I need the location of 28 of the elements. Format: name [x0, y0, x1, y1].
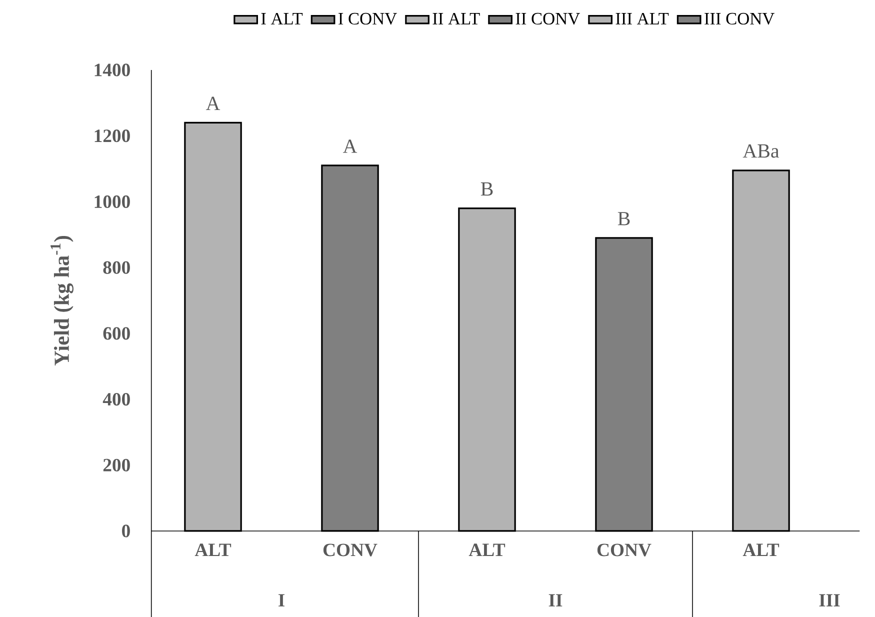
- data-label: ABa: [742, 144, 780, 158]
- x-tick-label: CONV: [323, 544, 378, 556]
- x-tick-label: ALT: [742, 544, 780, 556]
- y-tick-label: 200: [103, 458, 130, 472]
- data-label: B: [618, 212, 630, 226]
- x-tick-label: ALT: [194, 544, 232, 556]
- y-axis-title: Yield (kg ha$^{-1}$): [50, 236, 74, 366]
- x-tick-label: ALT: [468, 544, 506, 556]
- data-label: B: [480, 182, 493, 196]
- text: I: [278, 594, 284, 606]
- legend-label: II CONV: [516, 12, 580, 25]
- text: III: [819, 594, 840, 606]
- y-tick-label: 800: [103, 261, 130, 274]
- y-tick-label: 1400: [94, 64, 130, 76]
- legend-label: I ALT: [261, 12, 303, 24]
- data-label: A: [206, 96, 220, 110]
- y-tick-label: 1000: [94, 195, 130, 208]
- legend-label: III ALT: [616, 12, 669, 24]
- legend-label: III CONV: [704, 12, 774, 25]
- y-tick-label: 0: [122, 524, 130, 538]
- x-tick-label: CONV: [597, 544, 652, 556]
- legend-label: I CONV: [338, 12, 397, 25]
- text: II: [548, 594, 562, 606]
- legend-label: II ALT: [432, 12, 480, 24]
- y-tick-label: 600: [103, 327, 130, 340]
- y-tick-label: 400: [102, 392, 130, 406]
- y-tick-label: 1200: [94, 130, 130, 142]
- data-label: A: [342, 140, 358, 153]
